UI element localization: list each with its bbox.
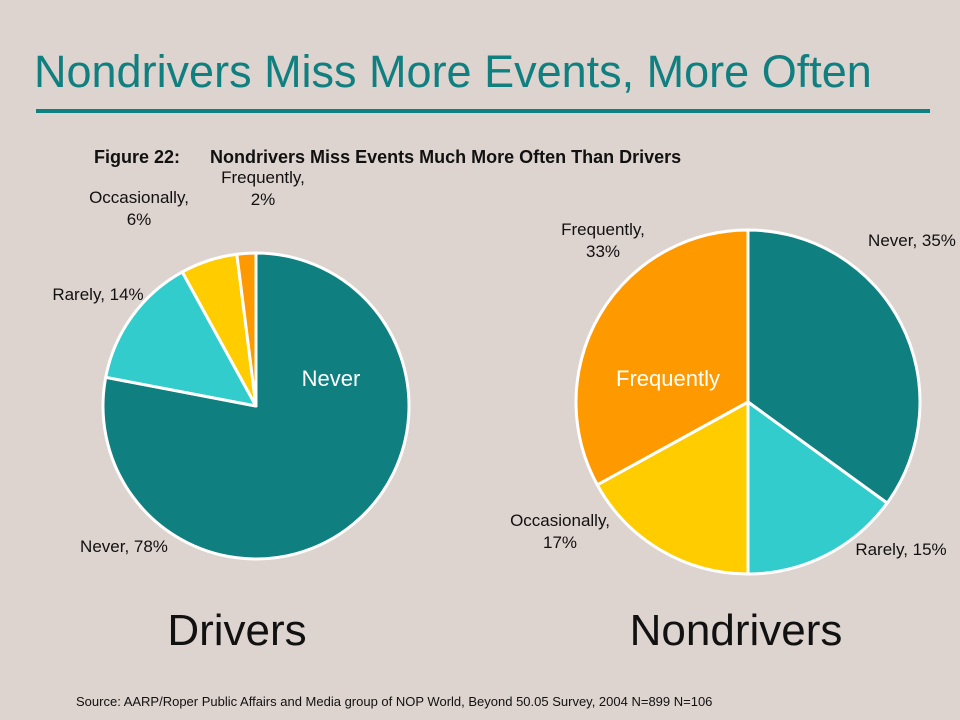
title-underline [36,109,930,113]
pie-slice-frequently [235,251,258,408]
slice-label-occasionally: Occasionally, 17% [510,511,610,552]
pie-slice-frequently [574,228,750,487]
figure-title: Nondrivers Miss Events Much More Often T… [210,147,682,167]
pie-slice-rarely [104,270,258,408]
inner-label-never: Never [302,366,361,391]
slice-label-occasionally: Occasionally, 6% [89,188,189,229]
pie-caption-drivers: Drivers [167,606,306,655]
figure-label: Figure 22: [94,147,181,167]
pie-slice-rarely [746,400,889,576]
figure-caption: Figure 22: Nondrivers Miss Events Much Mo… [94,147,681,168]
pie-slice-never [746,228,922,505]
slice-label-frequently: Frequently, 33% [561,220,645,261]
slice-label-never: Never, 78% [80,537,168,556]
pie-slice-never [101,251,411,561]
pie-caption-nondrivers: Nondrivers [630,606,843,655]
pie-drivers: Never, 78% Rarely, 14% Occasionally, 6% Freq… [52,168,411,655]
inner-label-frequently: Frequently [616,366,720,391]
slice-label-frequently: Frequently, 2% [221,168,305,209]
slice-label-rarely: Rarely, 14% [52,285,143,304]
slice-label-rarely: Rarely, 15% [855,540,946,559]
source-note: Source: AARP/Roper Public Affairs and Me… [76,694,713,709]
slide-title: Nondrivers Miss More Events, More Often [34,46,872,97]
pie-slice-occasionally [595,400,750,576]
pie-nondrivers: Never, 35% Rarely, 15% Occasionally, 17% Fre… [510,220,956,655]
slice-label-never: Never, 35% [868,231,956,250]
